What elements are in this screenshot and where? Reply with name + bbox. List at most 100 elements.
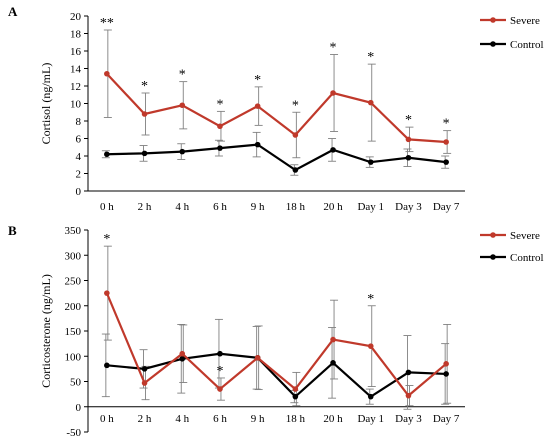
significance-mark: * xyxy=(330,41,337,56)
y-tick-label: 12 xyxy=(70,81,81,93)
y-tick-label: 16 xyxy=(70,46,82,58)
data-point-severe xyxy=(330,336,336,343)
x-tick-label: 4 h xyxy=(175,201,189,213)
x-tick-label: 18 h xyxy=(286,413,306,425)
x-tick-label: 2 h xyxy=(138,413,152,425)
legend-label: Severe xyxy=(510,15,540,27)
data-point-severe xyxy=(330,90,336,96)
significance-mark: * xyxy=(216,97,223,112)
series-line-control xyxy=(106,352,447,399)
data-point-severe xyxy=(141,111,148,117)
x-tick-label: Day 3 xyxy=(395,201,422,213)
significance-mark: * xyxy=(443,117,450,132)
x-tick-label: 20 h xyxy=(323,413,343,425)
significance-mark: * xyxy=(141,79,148,94)
y-tick-label: -50 xyxy=(66,427,81,439)
y-tick-label: 350 xyxy=(65,225,82,237)
data-point-control xyxy=(292,167,299,173)
data-point-control xyxy=(104,151,110,158)
x-tick-label: 0 h xyxy=(100,413,114,425)
y-tick-label: 50 xyxy=(70,377,82,389)
data-point-severe xyxy=(179,102,186,109)
significance-mark: * xyxy=(405,113,412,128)
series-line-severe xyxy=(105,292,447,398)
panel-a: A 0 2 4 6 8 10 12 14 16 18 20 0 h 2 h 4 h 6 h 9 h 18 h 20 … xyxy=(8,4,544,213)
data-point-control xyxy=(292,393,299,400)
panel-label: B xyxy=(8,223,17,238)
panel-label: A xyxy=(8,4,18,19)
y-tick-label: 2 xyxy=(76,169,82,181)
legend-marker xyxy=(490,254,496,260)
data-point-control xyxy=(141,150,148,157)
y-tick-label: 6 xyxy=(76,134,82,146)
significance-mark: * xyxy=(179,68,186,83)
data-point-control xyxy=(405,369,412,376)
legend-marker xyxy=(490,41,496,47)
data-point-severe xyxy=(179,350,186,357)
data-point-control xyxy=(104,362,110,369)
legend-label: Control xyxy=(510,39,544,51)
data-point-severe xyxy=(104,290,110,296)
data-point-control xyxy=(179,148,186,155)
y-tick-label: 300 xyxy=(65,250,82,262)
y-tick-label: 200 xyxy=(65,301,82,313)
data-point-severe xyxy=(292,386,299,392)
significance-mark: * xyxy=(367,292,374,307)
data-point-severe xyxy=(104,70,110,77)
data-point-severe xyxy=(405,136,412,143)
data-point-severe xyxy=(443,361,449,367)
data-point-severe xyxy=(367,343,374,349)
legend-marker xyxy=(490,17,496,23)
x-tick-label: 0 h xyxy=(100,201,114,213)
y-tick-label: 20 xyxy=(70,11,82,23)
data-point-control xyxy=(217,145,223,151)
y-tick-label: 10 xyxy=(70,99,82,111)
x-tick-label: 6 h xyxy=(213,413,227,425)
series-line-control xyxy=(106,143,447,172)
data-point-control xyxy=(254,141,261,148)
y-tick-label: 18 xyxy=(70,29,82,41)
y-tick-label: 8 xyxy=(76,116,82,128)
x-tick-label: Day 1 xyxy=(357,413,384,425)
x-tick-label: 9 h xyxy=(251,413,265,425)
x-tick-label: 2 h xyxy=(138,201,152,213)
data-point-severe xyxy=(292,132,299,138)
legend-marker xyxy=(490,232,496,238)
data-point-control xyxy=(443,159,449,165)
x-tick-label: Day 7 xyxy=(433,413,460,425)
y-tick-label: 14 xyxy=(70,64,82,76)
x-tick-label: 20 h xyxy=(323,201,343,213)
y-tick-label: 0 xyxy=(76,186,82,198)
data-point-severe xyxy=(367,99,374,106)
data-point-control xyxy=(367,393,374,400)
significance-mark: * xyxy=(367,50,374,65)
data-point-control xyxy=(217,350,223,357)
data-point-control xyxy=(179,355,186,362)
legend-label: Severe xyxy=(510,230,540,242)
data-point-control xyxy=(330,147,336,153)
data-point-severe xyxy=(443,139,449,145)
significance-mark: * xyxy=(103,232,110,247)
significance-mark: * xyxy=(216,364,223,379)
y-axis-title: Cortisol (ng/mL) xyxy=(39,63,53,145)
x-tick-label: 6 h xyxy=(213,201,227,213)
data-point-control xyxy=(330,360,336,366)
panel-b: B -50 0 50 100 150 200 250 300 350 0 h 2 h 4 h 6 h 9 h… xyxy=(8,223,544,439)
y-tick-label: 100 xyxy=(65,351,82,363)
data-point-control xyxy=(443,371,449,377)
y-tick-label: 150 xyxy=(65,326,82,338)
y-tick-label: 0 xyxy=(76,402,82,414)
data-point-severe xyxy=(217,386,223,392)
data-point-control xyxy=(405,154,412,161)
data-point-severe xyxy=(254,354,261,361)
x-tick-label: Day 1 xyxy=(357,201,384,213)
significance-mark: * xyxy=(292,98,299,113)
x-tick-label: 18 h xyxy=(286,201,306,213)
significance-mark: ** xyxy=(100,16,114,31)
x-tick-label: 9 h xyxy=(251,201,265,213)
series-line-severe xyxy=(106,72,447,144)
legend-label: Control xyxy=(510,252,544,264)
data-point-severe xyxy=(405,392,412,399)
data-point-severe xyxy=(217,123,223,130)
